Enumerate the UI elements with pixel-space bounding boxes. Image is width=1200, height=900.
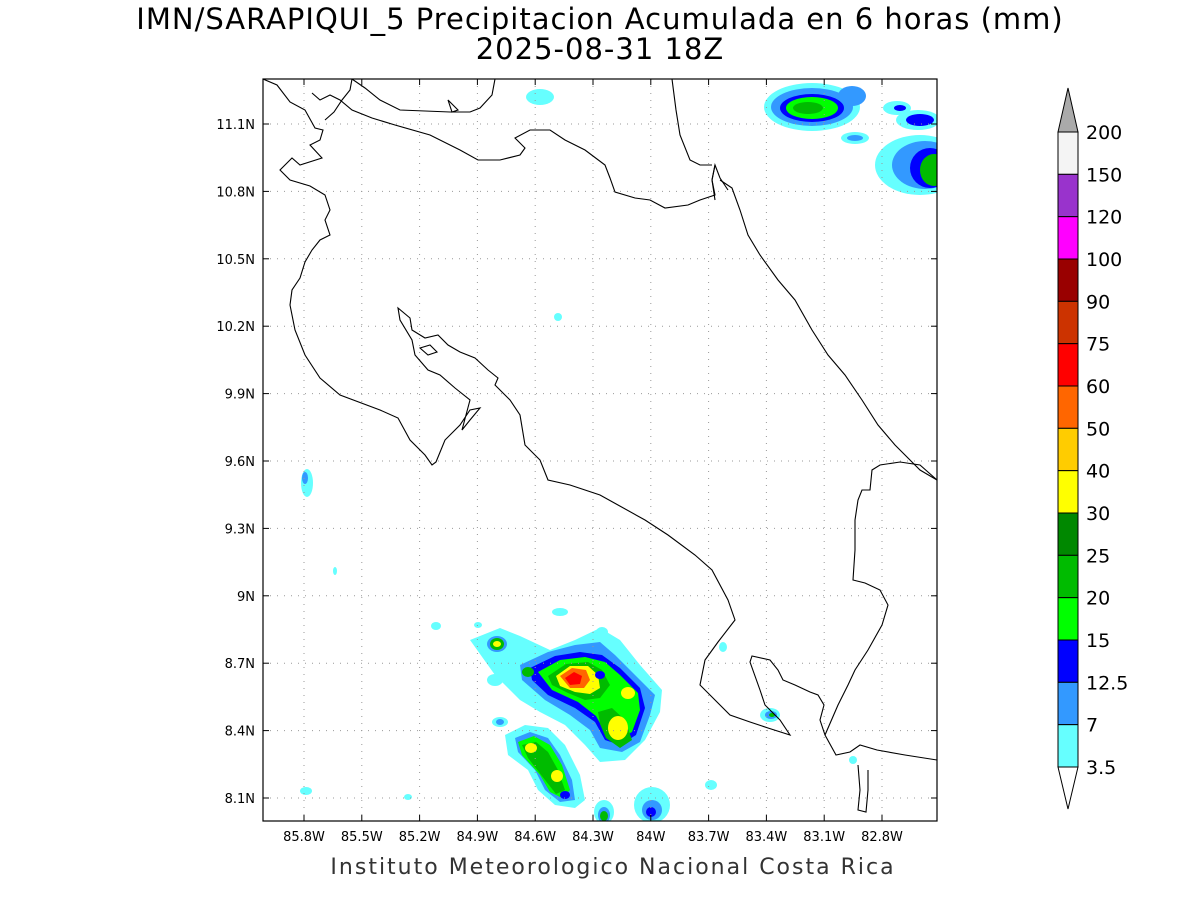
colorbar-swatch — [1057, 427, 1079, 472]
lat-tick-label: 10.2N — [216, 320, 255, 335]
colorbar-label: 20 — [1086, 588, 1110, 610]
colorbar-label: 200 — [1086, 122, 1122, 144]
lat-tick-label: 9.3N — [225, 522, 255, 537]
colorbar-swatch — [1057, 554, 1079, 599]
lon-tick-label: 83.4W — [745, 830, 787, 845]
colorbar-legend: 200 150 120 100 90 75 60 50 40 30 25 20 15 12.5 7 3.5 — [1057, 87, 1128, 810]
colorbar-swatch — [1057, 131, 1079, 175]
colorbar-label: 50 — [1086, 418, 1110, 440]
lat-tick-label: 8.4N — [225, 725, 255, 740]
colorbar-swatch — [1057, 343, 1079, 387]
colorbar-label: 90 — [1086, 291, 1110, 313]
colorbar-swatch — [1057, 216, 1079, 260]
precip-cell-south — [505, 725, 670, 821]
colorbar-swatch — [1057, 724, 1079, 768]
lat-tick-label: 11.1N — [216, 118, 255, 133]
coastline — [263, 79, 937, 813]
colorbar-swatch — [1057, 597, 1079, 641]
lon-tick-label: 82.8W — [861, 830, 903, 845]
precip-cell-main — [470, 622, 662, 762]
colorbar-label: 12.5 — [1086, 672, 1128, 694]
lon-tick-label: 84.3W — [572, 830, 614, 845]
lat-tick-label: 10.5N — [216, 253, 255, 268]
colorbar-label: 120 — [1086, 207, 1122, 229]
lon-tick-label: 83.1W — [803, 830, 845, 845]
colorbar-label: 30 — [1086, 503, 1110, 525]
colorbar-label: 100 — [1086, 249, 1122, 271]
colorbar-swatch — [1057, 300, 1079, 345]
lon-tick-label: 83.7W — [688, 830, 730, 845]
lon-tick-label: 84.6W — [514, 830, 556, 845]
colorbar-swatch — [1057, 512, 1079, 556]
precipitation-field — [300, 83, 937, 821]
lat-tick-label: 8.7N — [225, 657, 255, 672]
map-gridlines — [263, 79, 937, 821]
colorbar-swatch — [1057, 385, 1079, 429]
precip-cell-ne-1 — [764, 83, 866, 131]
lon-tick-label: 85.5W — [341, 830, 383, 845]
map-valid-time: 2025-08-31 18Z — [475, 32, 725, 66]
colorbar-label: 60 — [1086, 376, 1110, 398]
colorbar-label: 25 — [1086, 545, 1110, 567]
colorbar-swatch — [1057, 639, 1079, 683]
lat-tick-label: 9.6N — [225, 455, 255, 470]
lat-tick-label: 10.8N — [216, 185, 255, 200]
credit-line: Instituto Meteorologico Nacional Costa R… — [330, 855, 896, 880]
lon-tick-label: 85.8W — [283, 830, 325, 845]
lon-tick-label: 84.9W — [456, 830, 498, 845]
colorbar-label: 7 — [1086, 715, 1098, 737]
colorbar-label: 15 — [1086, 630, 1110, 652]
lat-tick-label: 8.1N — [225, 792, 255, 807]
colorbar-label: 75 — [1086, 334, 1110, 356]
colorbar-label: 3.5 — [1086, 757, 1116, 779]
colorbar-swatch — [1057, 681, 1079, 726]
colorbar-swatch — [1057, 470, 1079, 514]
colorbar-swatch — [1057, 173, 1079, 218]
colorbar-arrow-bottom — [1057, 766, 1079, 810]
colorbar-label: 40 — [1086, 461, 1110, 483]
lat-tick-label: 9N — [237, 590, 255, 605]
plot-frame — [262, 78, 938, 822]
lon-tick-label: 85.2W — [399, 830, 441, 845]
precip-cell-ne-2 — [526, 89, 937, 195]
colorbar-swatch — [1057, 258, 1079, 302]
colorbar-arrow-top — [1057, 87, 1079, 133]
map-title: IMN/SARAPIQUI_5 Precipitacion Acumulada … — [136, 2, 1064, 36]
colorbar-label: 150 — [1086, 164, 1122, 186]
lon-tick-label: 84W — [636, 830, 666, 845]
lat-tick-label: 9.9N — [225, 388, 255, 403]
axis-ticks: 11.1N 10.8N 10.5N 10.2N 9.9N 9.6N 9.3N 9N 8.7N 8.… — [216, 79, 937, 845]
